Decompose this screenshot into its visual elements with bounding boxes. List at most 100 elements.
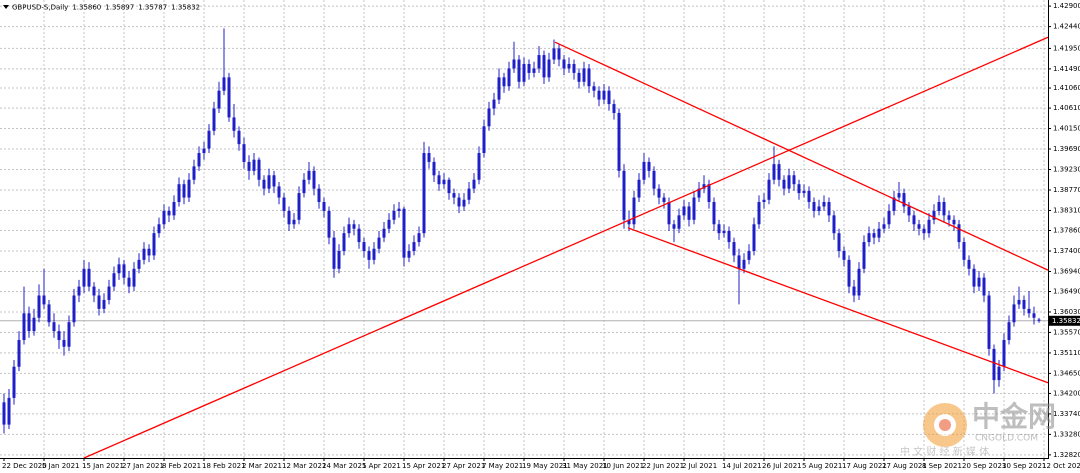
candle-body <box>402 208 406 258</box>
candle-body <box>167 210 171 216</box>
x-tick-label: 19 May 2021 <box>522 462 568 470</box>
candle-body <box>677 215 681 229</box>
candle-body <box>967 259 971 269</box>
y-tick-label: 1.33740 <box>1053 410 1080 418</box>
candle-body <box>842 250 846 260</box>
candle-body <box>142 248 146 260</box>
x-tick-label: 7 May 2021 <box>482 462 523 470</box>
candle-body <box>332 237 336 269</box>
candle-body <box>32 317 36 332</box>
candle-body <box>197 153 201 167</box>
candle-body <box>782 179 786 189</box>
x-tick-label: 15 Jan 2021 <box>82 462 124 470</box>
candle-body <box>412 242 416 251</box>
watermark: 中金网 CNGOLD.COM 中 文 财 经 新 媒 体 <box>900 400 1056 458</box>
candle-body <box>667 202 671 225</box>
header-high: 1.35897 <box>105 4 134 12</box>
candle-body <box>357 228 361 243</box>
candle-body <box>7 397 11 425</box>
last-price-label: 1.35832 <box>1052 317 1080 325</box>
candle-body <box>447 179 451 194</box>
candle-body <box>817 206 821 211</box>
candle-body <box>502 77 506 87</box>
candle-body <box>752 224 756 251</box>
candle-body <box>97 295 101 309</box>
candle-body <box>712 202 716 225</box>
candle-body <box>607 90 611 105</box>
candle-body <box>617 112 621 171</box>
candle-body <box>377 237 381 249</box>
candle-body <box>302 179 306 194</box>
candle-body <box>152 233 156 256</box>
candle-body <box>827 202 831 216</box>
candle-body <box>542 55 546 78</box>
candle-body <box>697 188 701 198</box>
watermark-site: CNGOLD.COM <box>975 434 1038 444</box>
candle-body <box>787 175 791 189</box>
header-low: 1.35787 <box>138 4 167 12</box>
candle-body <box>1032 313 1036 318</box>
x-tick-label: 31 May 2021 <box>562 462 608 470</box>
candle-body <box>767 179 771 200</box>
x-tick-label: 5 Jan 2021 <box>42 462 80 470</box>
header-open: 1.35860 <box>72 4 101 12</box>
candle-body <box>537 55 541 69</box>
candle-body <box>977 277 981 287</box>
candle-body <box>397 208 401 211</box>
candle-body <box>902 193 906 207</box>
candle-body <box>662 197 666 203</box>
menu-triangle[interactable] <box>3 5 9 9</box>
candle-body <box>1027 308 1031 314</box>
candle-body <box>897 193 901 198</box>
y-tick-label: 1.35570 <box>1053 328 1080 336</box>
y-tick-label: 1.32820 <box>1053 451 1080 459</box>
candle-body <box>572 63 576 73</box>
candle-body <box>792 175 796 185</box>
chart-header: GBPUSD-S,Daily 1.35860 1.35897 1.35787 1.358… <box>12 4 200 12</box>
candle-body <box>652 170 656 189</box>
x-tick-label: 18 Feb 2021 <box>202 462 246 470</box>
candle-body <box>317 188 321 203</box>
candle-body <box>682 206 686 216</box>
candle-body <box>257 159 261 180</box>
candle-body <box>392 210 396 220</box>
watermark-slogan: 中 文 财 经 新 媒 体 <box>900 445 989 458</box>
candle-body <box>937 202 941 211</box>
trendline <box>627 227 1049 384</box>
candle-body <box>437 175 441 185</box>
candle-body <box>622 170 626 220</box>
candle-body <box>37 295 41 318</box>
candle-body <box>882 224 886 229</box>
y-tick-label: 1.34200 <box>1053 389 1080 397</box>
x-tick-label: 2 Jul 2021 <box>682 462 717 470</box>
y-tick-label: 1.34650 <box>1053 369 1080 377</box>
x-tick-label: 12 Mar 2021 <box>282 462 326 470</box>
candle-body <box>802 190 806 194</box>
x-tick-label: 17 Aug 2021 <box>842 462 887 470</box>
candle-body <box>917 224 921 229</box>
y-tick-label: 1.42900 <box>1053 2 1080 10</box>
candle-body <box>922 228 926 234</box>
candle-body <box>467 188 471 200</box>
candle-body <box>932 210 936 220</box>
y-tick-label: 1.40610 <box>1053 104 1080 112</box>
y-tick-label: 1.39690 <box>1053 145 1080 153</box>
candle-body <box>512 59 516 69</box>
candle-body <box>292 219 296 225</box>
candle-body <box>222 77 226 91</box>
x-tick-label: 22 Jun 2021 <box>642 462 684 470</box>
candle-body <box>822 202 826 207</box>
candle-body <box>12 366 16 398</box>
watermark-brand: 中金网 <box>972 400 1056 433</box>
candle-body <box>777 164 781 180</box>
candle-body <box>202 148 206 154</box>
candle-body <box>352 224 356 229</box>
candle-body <box>132 268 136 287</box>
candle-body <box>597 90 601 100</box>
header-close: 1.35832 <box>171 4 200 12</box>
candle-body <box>362 242 366 251</box>
candle-body <box>367 250 371 260</box>
candle-body <box>642 161 646 180</box>
candle-body <box>742 259 746 269</box>
